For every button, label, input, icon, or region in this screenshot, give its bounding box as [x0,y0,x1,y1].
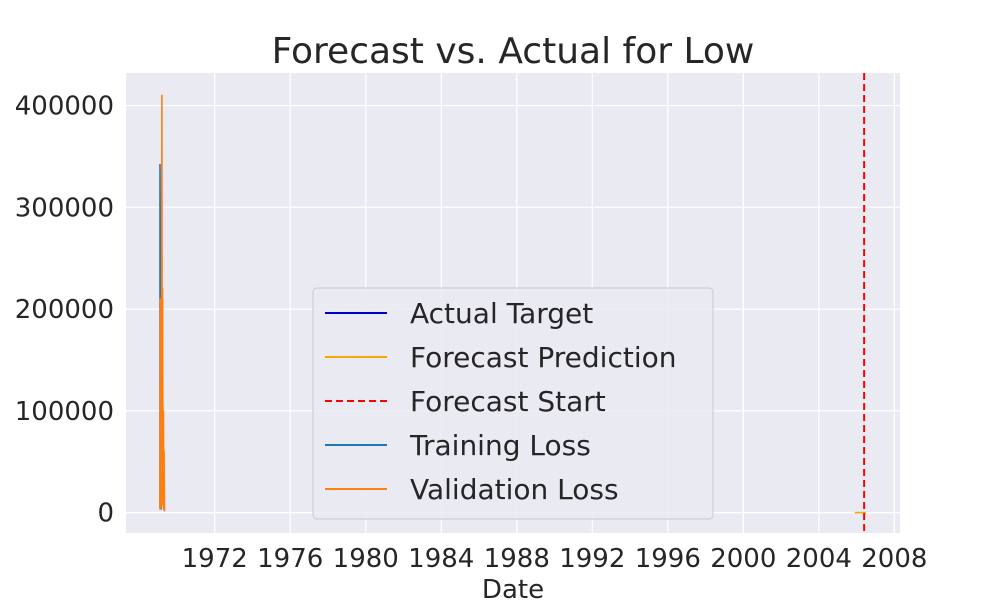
x-tick-label: 2000 [710,544,776,574]
x-axis-label: Date [482,575,544,600]
legend-label: Actual Target [410,297,593,330]
legend-label: Forecast Start [410,385,606,418]
series-validation-loss-line [159,94,166,512]
legend-label: Validation Loss [410,473,619,506]
x-tick-labels: 1972 1976 1980 1984 1988 1992 1996 2000 2004 2008 [182,544,928,574]
x-tick-label: 1972 [182,544,248,574]
legend-box [312,287,714,520]
x-tick-label: 2008 [861,544,927,574]
x-tick-label: 1996 [635,544,701,574]
x-tick-label: 1984 [408,544,474,574]
y-tick-label: 200000 [15,295,114,325]
x-tick-label: 1980 [333,544,399,574]
legend: Actual Target Forecast Prediction Forecast… [312,287,714,520]
x-tick-label: 1992 [559,544,625,574]
legend-label: Training Loss [409,429,591,462]
series-layer [159,94,866,514]
y-tick-label: 0 [97,499,114,529]
chart-title: Forecast vs. Actual for Low [272,31,755,72]
y-tick-label: 300000 [15,193,114,223]
y-tick-labels: 0 100000 200000 300000 400000 [15,92,114,529]
y-tick-label: 100000 [15,397,114,427]
x-tick-label: 1988 [484,544,550,574]
legend-label: Forecast Prediction [410,341,676,374]
x-tick-label: 2004 [786,544,852,574]
y-tick-label: 400000 [15,92,114,122]
x-tick-label: 1976 [257,544,323,574]
